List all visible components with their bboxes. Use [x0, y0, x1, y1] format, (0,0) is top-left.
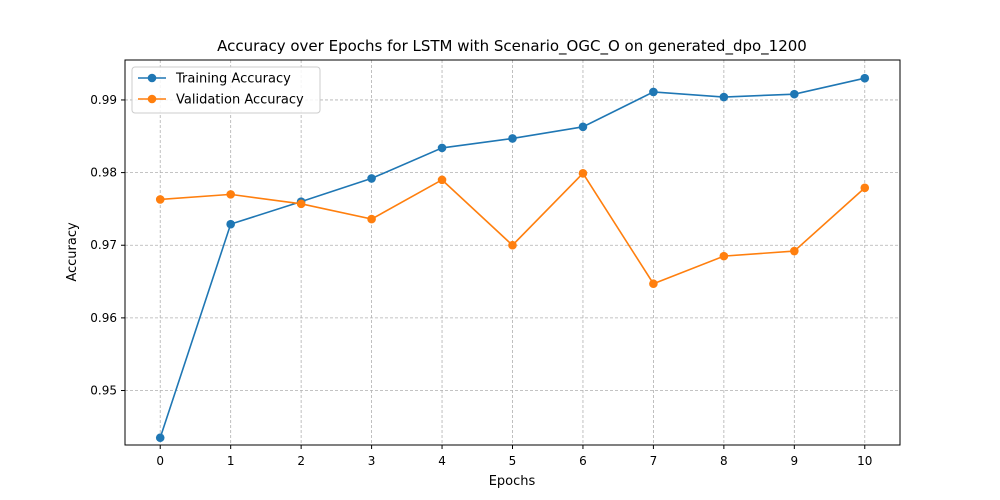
validation-accuracy-point [508, 240, 517, 250]
training-accuracy-point [508, 134, 517, 143]
y-tick-label: 0.96 [90, 311, 117, 325]
validation-accuracy-point [719, 251, 729, 261]
y-tick-label: 0.99 [90, 93, 117, 107]
x-tick-label: 3 [368, 454, 376, 468]
chart-title: Accuracy over Epochs for LSTM with Scena… [217, 37, 807, 56]
legend-item-validation-accuracy: Validation Accuracy [138, 93, 304, 108]
legend-item-training-accuracy: Training Accuracy [138, 72, 291, 87]
y-tick-label: 0.95 [90, 384, 117, 398]
training-accuracy-point [719, 92, 729, 102]
validation-accuracy-point [860, 183, 870, 193]
legend-label: Training Accuracy [175, 72, 291, 87]
training-accuracy-series [155, 73, 870, 443]
legend: Training Accuracy Validation Accuracy [131, 66, 321, 114]
training-accuracy-point [860, 73, 870, 83]
x-tick-label: 8 [720, 454, 728, 468]
x-tick-label: 1 [227, 454, 235, 468]
validation-accuracy-point [296, 199, 306, 209]
x-tick-label: 5 [509, 454, 517, 468]
validation-accuracy-point [226, 190, 235, 199]
x-tick-label: 2 [297, 454, 305, 468]
validation-accuracy-point [649, 279, 658, 289]
x-tick-label: 9 [790, 454, 798, 468]
training-accuracy-point [790, 89, 799, 99]
x-tick-label: 7 [650, 454, 658, 468]
x-tick-label: 10 [857, 454, 872, 468]
training-accuracy-point [226, 219, 235, 229]
legend-label: Validation Accuracy [176, 93, 304, 108]
training-accuracy-point [437, 143, 447, 153]
x-tick-label: 6 [579, 454, 587, 468]
training-accuracy-point [649, 87, 658, 97]
series-layer [155, 73, 870, 443]
validation-accuracy-point [437, 175, 447, 185]
validation-accuracy-point [155, 195, 165, 204]
validation-accuracy-point [578, 169, 588, 178]
legend-swatch-marker [147, 94, 157, 104]
validation-accuracy-point [367, 214, 376, 224]
y-axis-label: Accuracy [65, 222, 80, 282]
y-tick-label: 0.97 [90, 238, 117, 252]
x-axis-ticks: 0 1 2 3 4 5 6 7 8 9 10 [156, 445, 872, 468]
y-tick-label: 0.98 [90, 166, 117, 180]
training-accuracy-point [578, 122, 588, 132]
legend-box [131, 66, 321, 114]
y-axis-ticks: 0.95 0.96 0.97 0.98 0.99 [90, 93, 125, 398]
training-accuracy-point [155, 433, 165, 443]
x-axis-label: Epochs [489, 474, 536, 489]
validation-accuracy-series [155, 169, 870, 289]
x-tick-label: 0 [156, 454, 164, 468]
validation-accuracy-point [790, 246, 799, 256]
training-accuracy-point [367, 174, 376, 183]
x-tick-label: 4 [438, 454, 446, 468]
legend-swatch-marker [147, 73, 157, 83]
